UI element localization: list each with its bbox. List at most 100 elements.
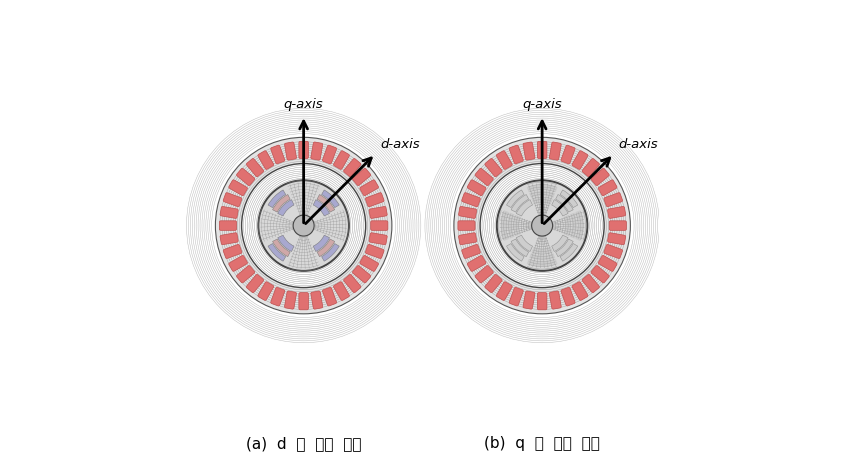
Wedge shape <box>514 216 521 237</box>
FancyBboxPatch shape <box>229 180 247 196</box>
FancyBboxPatch shape <box>598 256 617 272</box>
FancyBboxPatch shape <box>223 245 242 259</box>
FancyBboxPatch shape <box>572 151 588 170</box>
FancyBboxPatch shape <box>537 142 547 159</box>
Circle shape <box>294 216 315 237</box>
Circle shape <box>215 138 392 314</box>
FancyBboxPatch shape <box>484 159 502 178</box>
FancyBboxPatch shape <box>365 245 384 259</box>
Wedge shape <box>556 239 574 257</box>
Wedge shape <box>506 190 524 208</box>
Circle shape <box>532 216 553 237</box>
FancyBboxPatch shape <box>236 169 255 186</box>
Wedge shape <box>552 200 568 217</box>
Circle shape <box>454 138 631 314</box>
Wedge shape <box>516 200 532 217</box>
Wedge shape <box>511 195 529 213</box>
FancyBboxPatch shape <box>591 266 609 283</box>
FancyBboxPatch shape <box>299 293 309 310</box>
FancyBboxPatch shape <box>360 180 378 196</box>
FancyBboxPatch shape <box>258 151 274 170</box>
Wedge shape <box>575 211 584 241</box>
FancyBboxPatch shape <box>468 180 486 196</box>
FancyBboxPatch shape <box>371 221 388 231</box>
FancyBboxPatch shape <box>475 169 494 186</box>
FancyBboxPatch shape <box>344 159 361 178</box>
FancyBboxPatch shape <box>509 146 523 165</box>
FancyBboxPatch shape <box>607 207 626 219</box>
FancyBboxPatch shape <box>344 275 361 293</box>
Wedge shape <box>268 190 286 208</box>
Wedge shape <box>552 236 568 252</box>
Wedge shape <box>526 185 558 193</box>
FancyBboxPatch shape <box>246 159 264 178</box>
Wedge shape <box>569 213 577 239</box>
Wedge shape <box>278 200 294 217</box>
Wedge shape <box>516 236 532 252</box>
FancyBboxPatch shape <box>523 291 535 309</box>
FancyBboxPatch shape <box>246 275 264 293</box>
FancyBboxPatch shape <box>523 143 535 161</box>
FancyBboxPatch shape <box>496 282 512 301</box>
FancyBboxPatch shape <box>458 207 477 219</box>
Wedge shape <box>532 247 553 255</box>
Text: q-axis: q-axis <box>522 97 562 110</box>
Wedge shape <box>532 198 553 205</box>
FancyBboxPatch shape <box>496 151 512 170</box>
FancyBboxPatch shape <box>549 291 561 309</box>
Text: d-axis: d-axis <box>380 138 420 151</box>
FancyBboxPatch shape <box>484 275 502 293</box>
Wedge shape <box>560 190 578 208</box>
FancyBboxPatch shape <box>220 207 238 219</box>
FancyBboxPatch shape <box>258 282 274 301</box>
Text: (a)  d  축  자속  경로: (a) d 축 자속 경로 <box>246 435 362 450</box>
FancyBboxPatch shape <box>475 266 494 283</box>
FancyBboxPatch shape <box>299 142 309 159</box>
Wedge shape <box>556 195 574 213</box>
FancyBboxPatch shape <box>458 233 477 245</box>
Wedge shape <box>317 195 335 213</box>
FancyBboxPatch shape <box>591 169 609 186</box>
FancyBboxPatch shape <box>220 221 236 231</box>
FancyBboxPatch shape <box>236 266 255 283</box>
Wedge shape <box>321 244 339 262</box>
FancyBboxPatch shape <box>352 266 371 283</box>
Circle shape <box>241 164 366 288</box>
FancyBboxPatch shape <box>322 288 336 307</box>
Circle shape <box>497 181 588 271</box>
FancyBboxPatch shape <box>220 233 238 245</box>
FancyBboxPatch shape <box>352 169 371 186</box>
Wedge shape <box>313 200 330 217</box>
Wedge shape <box>529 191 555 198</box>
FancyBboxPatch shape <box>223 193 242 208</box>
FancyBboxPatch shape <box>572 282 588 301</box>
FancyBboxPatch shape <box>604 245 622 259</box>
FancyBboxPatch shape <box>369 233 387 245</box>
Text: q-axis: q-axis <box>283 97 324 110</box>
Wedge shape <box>560 244 578 262</box>
FancyBboxPatch shape <box>311 143 323 161</box>
Wedge shape <box>511 239 529 257</box>
FancyBboxPatch shape <box>369 207 387 219</box>
FancyBboxPatch shape <box>604 193 622 208</box>
Wedge shape <box>313 236 330 252</box>
FancyBboxPatch shape <box>284 143 297 161</box>
FancyBboxPatch shape <box>582 275 600 293</box>
FancyBboxPatch shape <box>607 233 626 245</box>
FancyBboxPatch shape <box>360 256 378 272</box>
FancyBboxPatch shape <box>462 193 480 208</box>
FancyBboxPatch shape <box>582 159 600 178</box>
FancyBboxPatch shape <box>598 180 617 196</box>
FancyBboxPatch shape <box>561 288 575 307</box>
Wedge shape <box>317 239 335 257</box>
Wedge shape <box>321 190 339 208</box>
FancyBboxPatch shape <box>284 291 297 309</box>
FancyBboxPatch shape <box>561 146 575 165</box>
FancyBboxPatch shape <box>609 221 627 231</box>
FancyBboxPatch shape <box>458 221 475 231</box>
Wedge shape <box>268 244 286 262</box>
Wedge shape <box>506 244 524 262</box>
FancyBboxPatch shape <box>271 288 285 307</box>
FancyBboxPatch shape <box>229 256 247 272</box>
FancyBboxPatch shape <box>311 291 323 309</box>
